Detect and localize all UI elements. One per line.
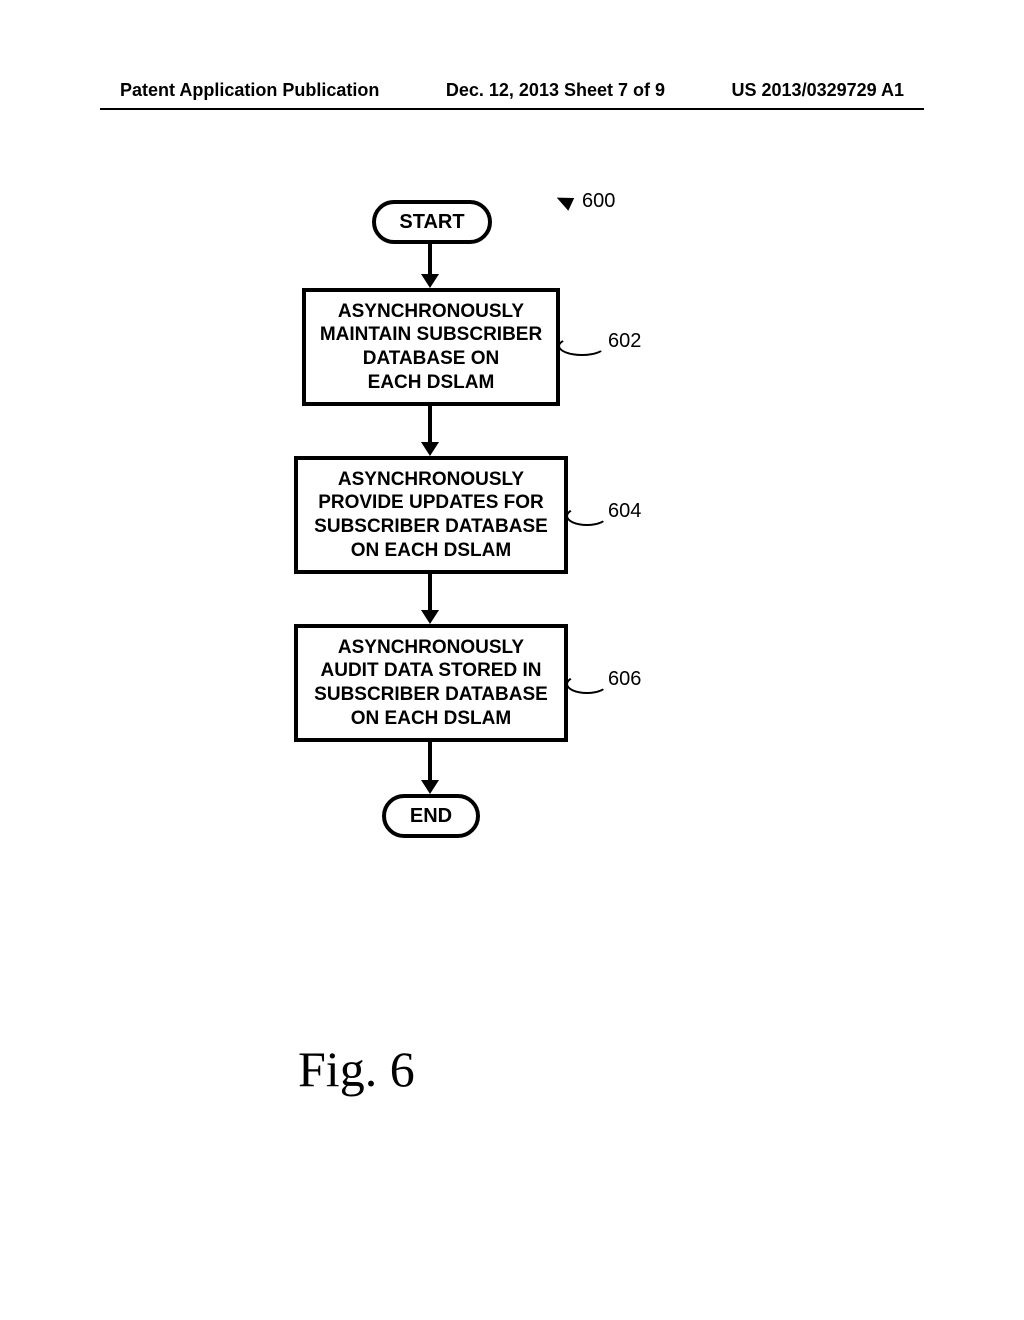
flowchart-step-604: ASYNCHRONOUSLY PROVIDE UPDATES FOR SUBSC… [294,456,568,574]
flowchart-fig6: 600 START ASYNCHRONOUSLY MAINTAIN SUBSCR… [0,190,1024,910]
reference-leader-icon [566,674,608,694]
arrow-head-icon [421,274,439,288]
page-header: Patent Application Publication Dec. 12, … [0,80,1024,101]
reference-pointer-icon [554,191,574,210]
flowchart-arrow [428,244,432,276]
arrow-head-icon [421,442,439,456]
publication-type: Patent Application Publication [120,80,379,101]
flowchart-arrow [428,742,432,782]
reference-number-606: 606 [608,668,641,691]
patent-page: Patent Application Publication Dec. 12, … [0,0,1024,1320]
arrow-head-icon [421,610,439,624]
reference-leader-icon [558,336,606,356]
reference-leader-icon [566,506,608,526]
publication-number: US 2013/0329729 A1 [732,80,904,101]
flowchart-arrow [428,574,432,612]
flowchart-start: START [372,200,492,244]
reference-number-600: 600 [582,190,615,213]
flowchart-end: END [382,794,480,838]
reference-number-604: 604 [608,500,641,523]
header-rule [100,108,924,110]
figure-caption: Fig. 6 [298,1040,415,1098]
flowchart-step-602: ASYNCHRONOUSLY MAINTAIN SUBSCRIBER DATAB… [302,288,560,406]
publication-date-sheet: Dec. 12, 2013 Sheet 7 of 9 [446,80,665,101]
flowchart-step-606: ASYNCHRONOUSLY AUDIT DATA STORED IN SUBS… [294,624,568,742]
arrow-head-icon [421,780,439,794]
flowchart-arrow [428,406,432,444]
reference-number-602: 602 [608,330,641,353]
